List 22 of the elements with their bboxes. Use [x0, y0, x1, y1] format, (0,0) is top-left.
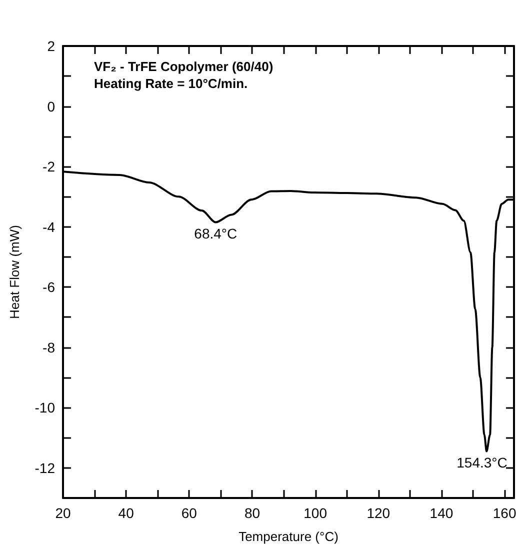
annotation: 154.3°C — [456, 454, 508, 470]
x-axis-title: Temperature (°C) — [238, 529, 338, 544]
y-tick-label: 2 — [47, 38, 56, 54]
x-tick-label: 80 — [244, 505, 260, 521]
x-tick-label: 160 — [492, 505, 516, 521]
x-tick-label: 60 — [181, 505, 198, 521]
y-tick-label: -2 — [42, 158, 56, 175]
y-tick-label: -12 — [34, 460, 56, 476]
y-tick-label: -8 — [42, 339, 56, 356]
y-tick-label: 0 — [47, 98, 56, 114]
x-tick-label: 140 — [430, 505, 454, 521]
x-tick-label: 100 — [304, 505, 328, 521]
y-axis-title: Heat Flow (mW) — [7, 225, 22, 319]
y-tick-label: -10 — [34, 400, 56, 416]
y-tick-label: -6 — [42, 279, 56, 296]
y-tick-label: -4 — [42, 218, 56, 235]
x-tick-label: 40 — [118, 505, 134, 521]
annotation: 68.4°C — [194, 225, 238, 242]
text: Heating Rate = 10°C/min. — [94, 76, 248, 91]
x-tick-label: 20 — [55, 505, 71, 521]
text: VF₂ - TrFE Copolymer (60/40) — [94, 59, 274, 74]
x-tick-label: 120 — [366, 505, 390, 521]
